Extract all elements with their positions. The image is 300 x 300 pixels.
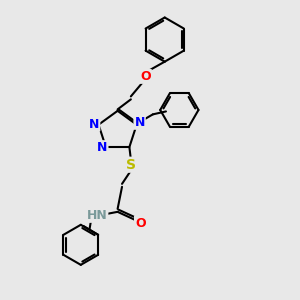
- Text: O: O: [135, 217, 146, 230]
- Text: N: N: [97, 141, 107, 154]
- Text: S: S: [126, 158, 136, 172]
- Text: O: O: [140, 70, 151, 83]
- Text: HN: HN: [87, 209, 107, 222]
- Text: N: N: [89, 118, 99, 130]
- Text: N: N: [134, 116, 145, 129]
